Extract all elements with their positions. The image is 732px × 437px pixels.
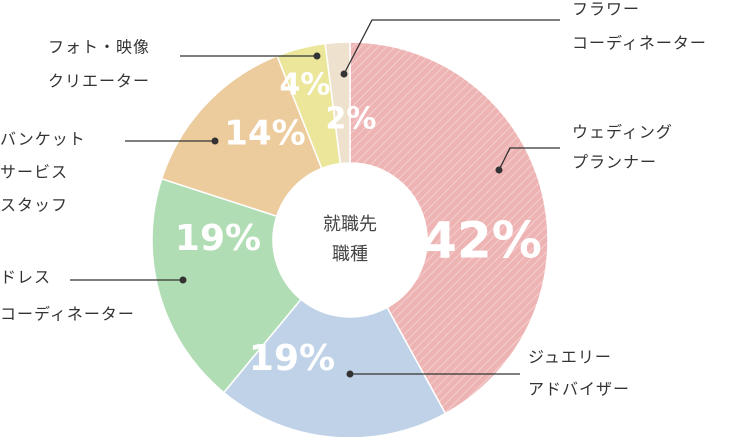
leader-line: [498, 147, 560, 171]
leader-dot: [179, 276, 187, 284]
category-label: プランナー: [572, 153, 657, 172]
slice: [222, 298, 447, 437]
value-label: 42%: [422, 212, 542, 270]
center-label: 就職先: [323, 214, 377, 235]
slices: [151, 41, 549, 437]
value-label: 19%: [175, 218, 261, 259]
leader-dot: [346, 370, 354, 378]
value-label: 19%: [249, 338, 335, 379]
category-label: ウェディング: [572, 123, 673, 142]
slice: [151, 177, 302, 394]
category-label: ジュエリー: [528, 348, 612, 367]
category-label: コーディネーター: [0, 305, 135, 324]
category-label: フラワー: [572, 0, 640, 19]
category-label: アドバイザー: [528, 380, 630, 399]
center-label: 職種: [332, 244, 368, 265]
leader-dot: [313, 52, 321, 60]
value-label: 2%: [326, 102, 377, 137]
leader-dot: [340, 70, 348, 78]
category-label: バンケット: [0, 130, 86, 149]
category-label: スタッフ: [0, 196, 68, 215]
category-label: フォト・映像: [48, 38, 150, 57]
leader-line: [343, 19, 560, 75]
category-label: サービス: [0, 163, 68, 182]
slice: [160, 54, 323, 218]
leader-dot: [495, 166, 503, 174]
category-label: コーディネーター: [572, 34, 707, 53]
category-label: クリエーター: [48, 72, 150, 91]
leader-dot: [211, 137, 219, 145]
value-label: 4%: [280, 68, 331, 103]
slice-hatch: [350, 42, 549, 414]
category-label: ドレス: [0, 268, 51, 287]
value-label: 14%: [224, 114, 305, 154]
